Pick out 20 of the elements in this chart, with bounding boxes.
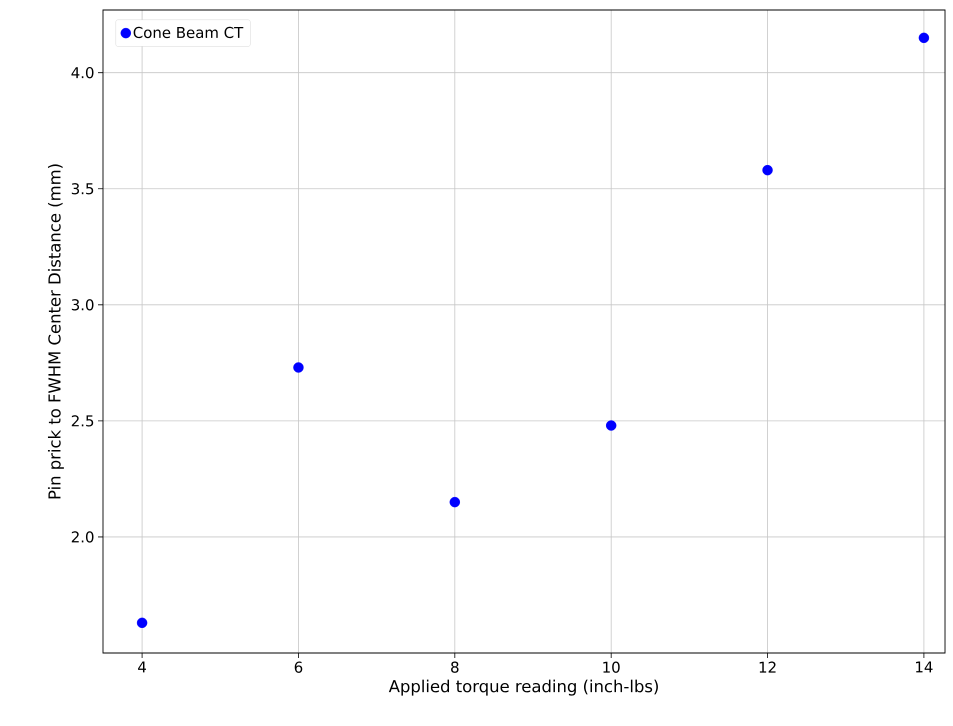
point: [136, 618, 148, 628]
y-tick-label: 3.5: [72, 183, 94, 194]
y-axis-title: Pin prick to FWHM Center Distance (mm): [48, 164, 64, 498]
y-tick-label: 3.0: [72, 299, 94, 310]
x-tick-label: 6: [294, 662, 302, 673]
x-tick-label: 12: [760, 662, 776, 673]
point: [918, 32, 930, 44]
x-tick-label: 14: [916, 662, 933, 672]
x-tick-label: 10: [603, 662, 620, 673]
y-tick-label: 2.5: [72, 415, 94, 427]
point: [450, 496, 460, 508]
legend-label: Cone Beam CT: [134, 26, 244, 38]
x-tick-label: 4: [138, 662, 146, 672]
y-tick-label: 2.0: [72, 531, 94, 543]
x-axis-title: Applied torque reading (inch-lbs): [388, 680, 658, 696]
point: [606, 420, 616, 431]
x-tick-label: 8: [451, 662, 459, 673]
y-tick-label: 4.0: [71, 67, 94, 78]
point: [293, 362, 304, 373]
point: [762, 164, 773, 176]
